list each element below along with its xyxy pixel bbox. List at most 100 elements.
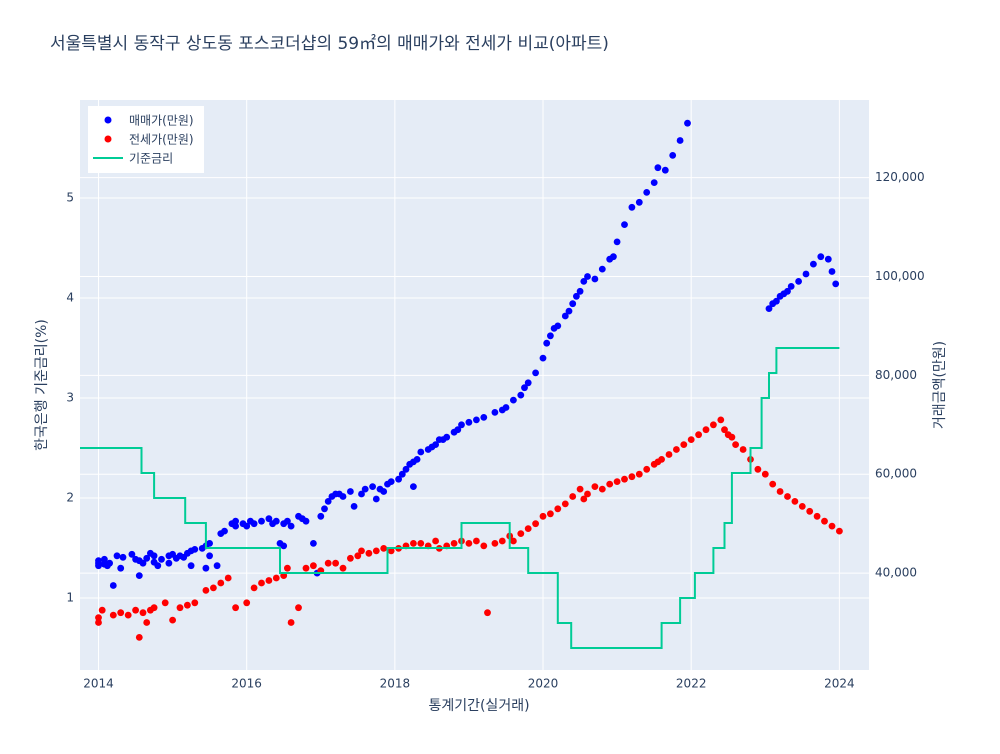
jeonse-price-point bbox=[139, 609, 147, 617]
sale-price-point bbox=[380, 488, 388, 495]
jeonse-price-point bbox=[232, 604, 240, 612]
legend-label-sale: 매매가(만원) bbox=[129, 114, 194, 128]
jeonse-price-point bbox=[191, 599, 199, 607]
sale-price-point bbox=[443, 433, 451, 441]
sale-price-point bbox=[154, 562, 162, 570]
sale-price-point bbox=[109, 582, 117, 589]
sale-price-point bbox=[387, 478, 395, 485]
x-tick-label: 2014 bbox=[83, 677, 114, 691]
y-left-tick-label: 4 bbox=[66, 291, 74, 305]
jeonse-price-point bbox=[387, 547, 395, 555]
x-tick-label: 2016 bbox=[231, 677, 262, 691]
sale-price-point bbox=[598, 265, 606, 273]
jeonse-price-point bbox=[732, 441, 739, 448]
jeonse-price-point bbox=[754, 465, 762, 473]
sale-price-point bbox=[119, 553, 127, 561]
sale-price-point bbox=[302, 517, 310, 525]
jeonse-price-point bbox=[728, 433, 736, 441]
sale-price-point bbox=[565, 307, 573, 315]
sale-price-point bbox=[280, 542, 288, 550]
sale-price-point bbox=[350, 503, 358, 510]
legend-label-jeonse: 전세가(만원) bbox=[129, 133, 194, 147]
sale-price-point bbox=[395, 475, 402, 483]
jeonse-price-point bbox=[598, 485, 606, 493]
sale-price-point bbox=[106, 559, 113, 567]
jeonse-price-point bbox=[784, 493, 791, 500]
sale-price-point bbox=[232, 517, 240, 525]
jeonse-price-point bbox=[547, 510, 554, 518]
jeonse-price-point bbox=[721, 426, 728, 434]
jeonse-price-point bbox=[484, 609, 491, 617]
sale-price-point bbox=[213, 562, 221, 570]
jeonse-price-point bbox=[109, 611, 117, 619]
sale-price-point bbox=[284, 517, 291, 525]
sale-price-point bbox=[510, 396, 517, 404]
jeonse-price-point bbox=[450, 540, 458, 547]
jeonse-price-point bbox=[184, 601, 191, 609]
sale-price-point bbox=[321, 505, 328, 513]
jeonse-price-point bbox=[813, 512, 821, 520]
x-tick-label: 2022 bbox=[676, 677, 707, 691]
jeonse-price-point bbox=[365, 549, 373, 557]
jeonse-price-point bbox=[117, 609, 125, 617]
sale-price-point bbox=[272, 517, 280, 525]
sale-price-point bbox=[317, 512, 325, 520]
jeonse-price-point bbox=[473, 537, 480, 545]
jeonse-price-point bbox=[606, 480, 614, 488]
y-left-tick-label: 5 bbox=[66, 191, 74, 205]
plot-area bbox=[80, 100, 869, 670]
jeonse-price-point bbox=[287, 619, 295, 626]
jeonse-price-point bbox=[202, 587, 210, 594]
sale-price-point bbox=[676, 137, 684, 144]
sale-price-point bbox=[287, 522, 295, 530]
sale-price-point bbox=[432, 441, 439, 448]
sale-price-point bbox=[480, 414, 488, 421]
sale-price-point bbox=[784, 287, 791, 295]
jeonse-price-point bbox=[524, 525, 532, 532]
sale-price-point bbox=[547, 332, 554, 340]
jeonse-price-point bbox=[539, 512, 547, 520]
jeonse-price-point bbox=[347, 554, 354, 562]
jeonse-price-point bbox=[358, 547, 365, 555]
jeonse-price-point bbox=[658, 456, 665, 463]
sale-price-point bbox=[187, 562, 195, 570]
jeonse-price-point bbox=[791, 498, 799, 505]
jeonse-price-point bbox=[161, 599, 169, 607]
jeonse-price-point bbox=[217, 579, 225, 587]
y-right-tick-label: 100,000 bbox=[875, 269, 925, 283]
sale-price-point bbox=[347, 488, 354, 495]
jeonse-price-point bbox=[569, 493, 577, 500]
sale-price-point bbox=[628, 203, 636, 211]
sale-price-point bbox=[398, 470, 406, 478]
sale-price-point bbox=[824, 255, 832, 263]
jeonse-price-point bbox=[643, 465, 651, 473]
sale-price-point bbox=[584, 273, 591, 280]
jeonse-price-point bbox=[380, 545, 388, 552]
jeonse-price-point bbox=[687, 436, 695, 443]
jeonse-price-point bbox=[584, 490, 591, 498]
jeonse-price-point bbox=[339, 564, 347, 572]
sale-price-point bbox=[324, 498, 332, 505]
sale-price-point bbox=[95, 557, 102, 565]
y-axis-right-title: 거래금액(만원) bbox=[932, 341, 948, 429]
jeonse-price-point bbox=[673, 446, 680, 453]
jeonse-price-point bbox=[576, 485, 584, 493]
sale-price-point bbox=[361, 485, 369, 493]
jeonse-price-point bbox=[95, 619, 102, 626]
jeonse-price-point bbox=[169, 616, 177, 624]
sale-price-point bbox=[669, 152, 677, 159]
sale-price-point bbox=[101, 555, 108, 563]
sale-price-point bbox=[561, 312, 569, 320]
y-right-tick-label: 60,000 bbox=[875, 467, 917, 481]
sale-price-point bbox=[250, 520, 258, 528]
jeonse-price-point bbox=[265, 577, 273, 584]
legend-marker-jeonse bbox=[104, 135, 112, 143]
sale-price-point bbox=[650, 179, 658, 187]
sale-price-point bbox=[113, 552, 121, 560]
sale-price-point bbox=[580, 278, 588, 285]
jeonse-price-point bbox=[150, 604, 158, 612]
sale-price-point bbox=[232, 522, 240, 530]
jeonse-price-point bbox=[480, 542, 488, 550]
sale-price-point bbox=[139, 559, 147, 567]
jeonse-price-point bbox=[695, 431, 702, 439]
